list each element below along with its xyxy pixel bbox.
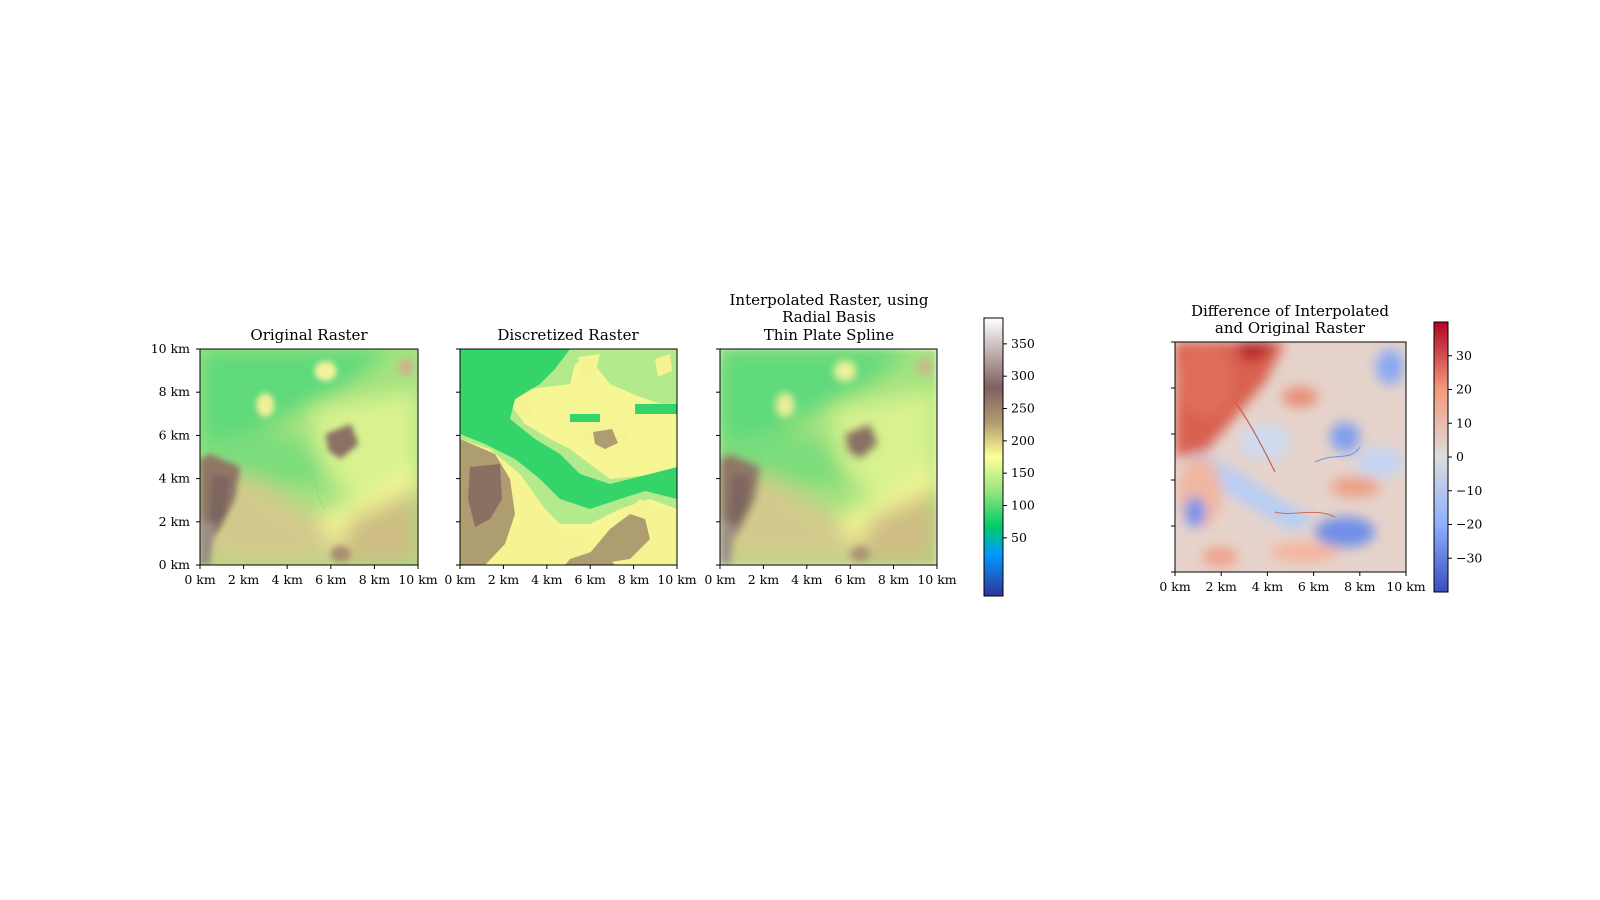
colorbar-tick-label: 250 [1011,401,1035,416]
x-axis: 0 km 2 km 4 km 6 km 8 km 10 km [444,565,697,587]
x-tick-label: 2 km [488,572,520,587]
x-tick-label: 4 km [791,572,823,587]
x-tick-label: 0 km [444,572,476,587]
colorbar-tick-label: 150 [1011,465,1035,480]
panel-title-line-1: Interpolated Raster, using [730,291,929,309]
raster-image [200,349,418,565]
colorbar-tick-label: 100 [1011,497,1035,512]
raster-image [720,349,937,565]
x-axis: 0 km 2 km 4 km 6 km 8 km 10 km [184,565,438,587]
x-tick-label: 10 km [917,572,956,587]
terrain-colorbar: 50 100 150 200 250 300 350 [983,317,1035,597]
colorbar-gradient [983,317,1004,597]
x-tick-label: 4 km [272,572,304,587]
y-axis: 0 km 2 km 4 km 6 km 8 km 10 km [151,341,200,572]
colorbar-tick-label: −10 [1456,483,1482,498]
panel-original-raster: Original Raster 0 km 2 km 4 km 6 km 8 km 10 k… [151,326,438,587]
panel-title-line-3: Thin Plate Spline [764,326,895,344]
colorbar-tick-label: −20 [1456,517,1482,532]
colorbar-tick-label: 0 [1456,449,1464,464]
colorbar-tick-label: 30 [1456,348,1472,363]
colorbar-tick-label: 50 [1011,530,1027,545]
x-tick-label: 4 km [531,572,563,587]
x-tick-label: 0 km [184,572,216,587]
x-tick-label: 4 km [1252,579,1284,594]
y-tick-label: 4 km [159,471,191,486]
x-tick-label: 0 km [704,572,736,587]
y-tick-label: 6 km [159,427,191,442]
colorbar-tick-label: 300 [1011,368,1035,383]
panel-title: Original Raster [250,326,368,344]
plot-frame [459,348,678,566]
colorbar-tick-label: −30 [1456,550,1482,565]
panel-interpolated-raster: Interpolated Raster, using Radial Basis … [704,291,956,587]
difference-colorbar: −30 −20 −10 0 10 20 30 [1433,321,1482,593]
x-tick-label: 0 km [1159,579,1191,594]
panel-title-line-2: and Original Raster [1215,319,1366,337]
y-tick-label: 2 km [159,514,191,529]
x-tick-label: 8 km [359,572,391,587]
x-tick-label: 8 km [1344,579,1376,594]
x-tick-label: 6 km [315,572,347,587]
panel-title-line-1: Difference of Interpolated [1191,302,1389,320]
panel-discretized-raster: Discretized Raster 0 km 2 km 4 km 6 km 8 km 1… [444,326,696,587]
y-tick-label: 0 km [159,557,191,572]
y-axis [716,348,720,566]
plot-frame [199,348,419,566]
x-tick-label: 2 km [748,572,780,587]
x-tick-label: 10 km [1386,579,1425,594]
x-tick-label: 8 km [878,572,910,587]
colorbar-tick-label: 200 [1011,433,1035,448]
x-axis: 0 km 2 km 4 km 6 km 8 km 10 km [1159,572,1426,594]
x-axis: 0 km 2 km 4 km 6 km 8 km 10 km [704,565,957,587]
colorbar-ticks: −30 −20 −10 0 10 20 30 [1448,348,1482,565]
colorbar-tick-label: 350 [1011,336,1035,351]
colorbar-gradient [1433,321,1449,593]
colorbar-tick-label: 20 [1456,382,1472,397]
y-tick-label: 8 km [159,384,191,399]
difference-image [1175,342,1406,572]
x-tick-label: 2 km [228,572,260,587]
y-axis [456,348,460,566]
y-tick-label: 10 km [151,341,190,356]
x-tick-label: 6 km [575,572,607,587]
plot-frame [719,348,938,566]
x-tick-label: 2 km [1206,579,1238,594]
x-tick-label: 6 km [1298,579,1330,594]
x-tick-label: 10 km [657,572,696,587]
panel-title: Discretized Raster [497,326,639,344]
colorbar-tick-label: 10 [1456,415,1472,430]
panel-title-line-2: Radial Basis [782,308,876,326]
x-tick-label: 8 km [618,572,650,587]
panel-difference-raster: Difference of Interpolated and Original … [1159,302,1425,594]
colorbar-ticks: 50 100 150 200 250 300 350 [1003,336,1035,545]
plot-frame [1174,341,1407,573]
x-tick-label: 10 km [398,572,437,587]
raster-image [460,349,677,565]
x-tick-label: 6 km [835,572,867,587]
y-axis [1171,341,1175,573]
